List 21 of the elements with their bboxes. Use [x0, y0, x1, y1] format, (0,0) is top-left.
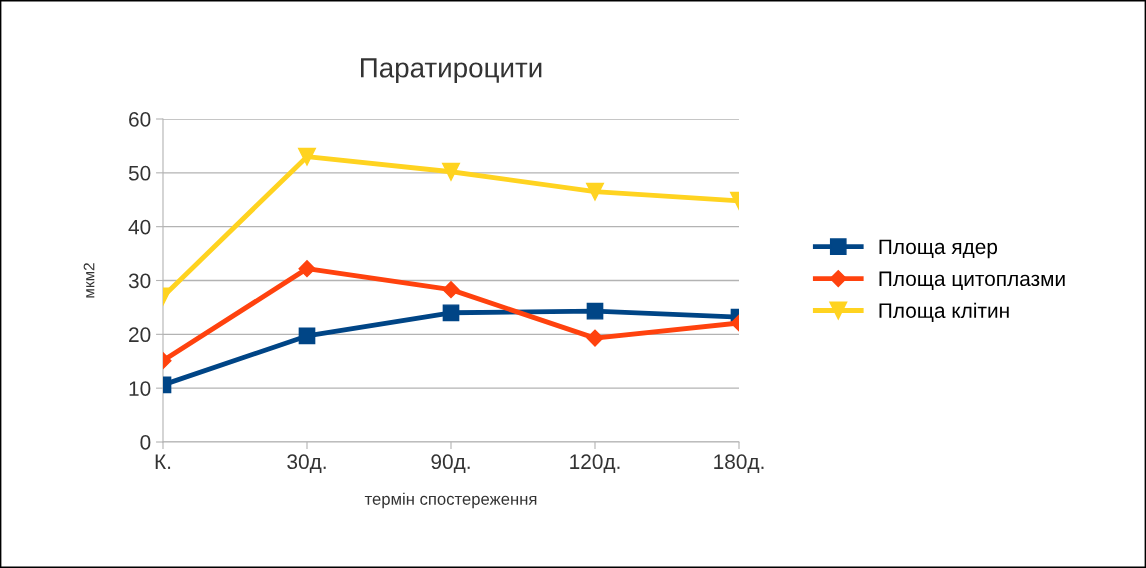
x-tick-label: К.: [155, 454, 171, 469]
x-axis-title: термін спостереження: [364, 492, 537, 509]
legend-label: Площа ядер: [879, 239, 998, 259]
legend-label: Площа цитоплазми: [879, 271, 1065, 291]
point: [442, 281, 460, 299]
point: [441, 162, 461, 181]
y-tick-label: 40: [128, 219, 151, 235]
point: [442, 304, 460, 322]
y-tick-label: 30: [128, 273, 151, 289]
y-tick-label: 20: [129, 327, 151, 343]
y-tick-label: 0: [140, 435, 151, 450]
y-tick-label: 50: [128, 165, 151, 181]
x-tick-label: 120д.: [570, 454, 620, 474]
y-tick-label: 60: [129, 112, 151, 127]
legend-label: Площа клітин: [879, 302, 1009, 322]
y-tick-label: 10: [129, 381, 151, 396]
y-axis-title: мкм2: [83, 263, 95, 298]
chart-title: Паратироцити: [361, 58, 542, 84]
x-tick-label: 30д.: [287, 454, 326, 474]
x-tick-label: 180д.: [714, 454, 764, 474]
x-tick-label: 90д.: [431, 454, 470, 474]
